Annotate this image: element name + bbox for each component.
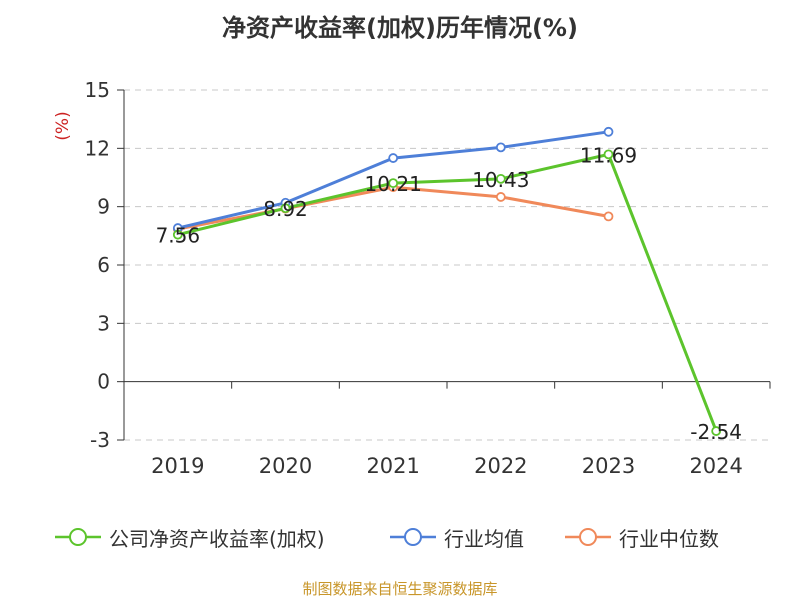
legend-label-company: 公司净资产收益率(加权) (109, 526, 325, 551)
y-axis-label: (%) (53, 111, 73, 140)
legend-item-industry-median[interactable]: 行业中位数 (565, 522, 719, 552)
x-tick-label: 2019 (151, 454, 204, 478)
y-tick-label: 6 (97, 253, 110, 277)
data-label: 10.21 (365, 172, 422, 196)
chart-title: 净资产收益率(加权)历年情况(%) (222, 14, 578, 42)
legend-swatch-company (55, 528, 101, 546)
data-point (495, 192, 506, 202)
data-label: 10.43 (472, 168, 529, 192)
y-tick-label: 15 (85, 78, 110, 102)
data-point (603, 211, 614, 222)
legend-swatch-industry-median (565, 528, 611, 546)
legend-label-industry-median: 行业中位数 (619, 526, 719, 551)
legend-label-industry-mean: 行业均值 (444, 526, 524, 551)
y-tick-label: 0 (97, 370, 110, 394)
data-point (495, 142, 506, 153)
legend-swatch-industry-mean (390, 528, 436, 546)
data-point (172, 229, 183, 240)
series-line (177, 152, 718, 432)
data-label: -2.54 (690, 420, 742, 444)
y-tick-label: 12 (85, 136, 110, 160)
data-point (603, 149, 614, 160)
legend-item-company[interactable]: 公司净资产收益率(加权) (55, 522, 325, 552)
x-tick-label: 2024 (689, 454, 742, 478)
source-note: 制图数据来自恒生聚源数据库 (302, 580, 498, 598)
x-tick-label: 2022 (474, 454, 527, 478)
x-tick-label: 2020 (259, 454, 312, 478)
data-label: 7.56 (156, 224, 201, 248)
data-point (388, 178, 399, 189)
data-point (711, 426, 722, 436)
legend: 公司净资产收益率(加权) 行业均值 行业中位数 (0, 522, 800, 552)
data-point (280, 203, 291, 214)
y-tick-label: -3 (90, 428, 110, 452)
y-tick-label: 9 (97, 195, 110, 219)
data-point (495, 173, 506, 184)
data-label: 8.92 (263, 197, 308, 221)
y-tick-label: 3 (97, 311, 110, 335)
data-label: 11.69 (580, 143, 637, 167)
legend-item-industry-mean[interactable]: 行业均值 (390, 522, 524, 552)
data-point (388, 153, 399, 163)
data-point (603, 126, 614, 137)
x-tick-label: 2021 (366, 454, 419, 478)
x-tick-label: 2023 (582, 454, 635, 478)
